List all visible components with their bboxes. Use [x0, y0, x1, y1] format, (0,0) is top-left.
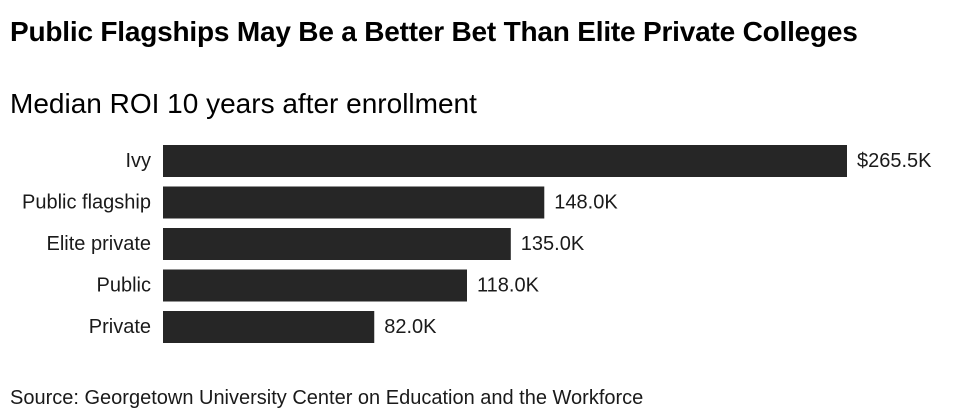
chart-subtitle: Median ROI 10 years after enrollment — [10, 88, 477, 119]
bar-elite-private — [163, 228, 511, 260]
value-label-public: 118.0K — [477, 275, 540, 297]
bar-private — [163, 311, 375, 343]
value-label-elite-private: 135.0K — [521, 233, 585, 255]
category-label-ivy: Ivy — [125, 150, 151, 172]
bar-public-flagship — [163, 186, 545, 219]
value-label-ivy: $265.5K — [857, 150, 932, 172]
category-label-elite-private: Elite private — [47, 233, 152, 255]
chart-title: Public Flagships May Be a Better Bet Tha… — [10, 16, 858, 47]
bar-public — [163, 269, 467, 302]
category-label-private: Private — [89, 316, 151, 338]
source-note: Source: Georgetown University Center on … — [10, 387, 644, 409]
bar-chart: Ivy $265.5K Public flagship 148.0K Elite pri… — [22, 145, 932, 343]
bar-ivy — [163, 145, 847, 177]
category-label-public: Public — [97, 275, 151, 297]
value-label-private: 82.0K — [384, 316, 437, 338]
value-label-public-flagship: 148.0K — [554, 192, 618, 214]
category-label-public-flagship: Public flagship — [22, 192, 151, 214]
